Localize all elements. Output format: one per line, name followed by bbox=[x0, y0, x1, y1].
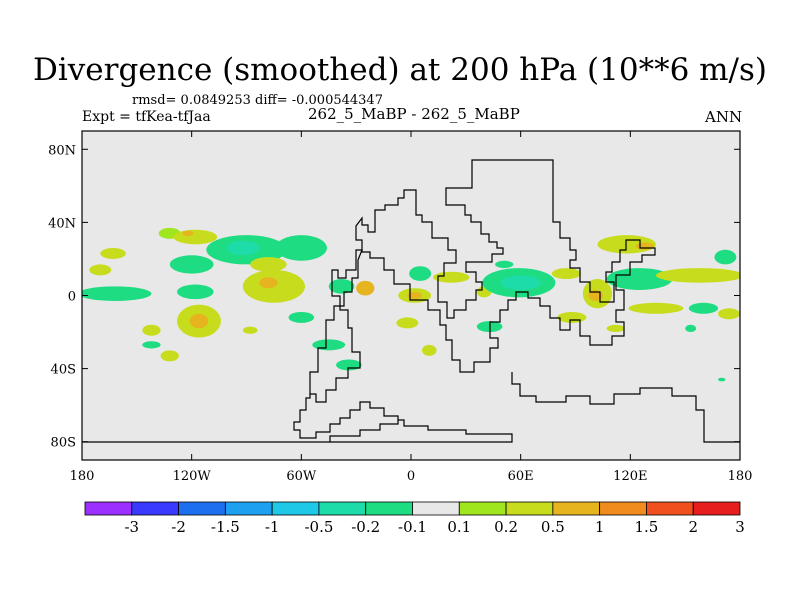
x-tick-label: 60E bbox=[508, 469, 534, 484]
colorbar-label: -1.5 bbox=[211, 518, 240, 536]
contour-region-29 bbox=[606, 268, 673, 291]
colorbar-label: 1 bbox=[595, 518, 605, 536]
x-tick-label: 120E bbox=[613, 469, 647, 484]
colorbar-label: 0.5 bbox=[541, 518, 565, 536]
contour-region-49 bbox=[606, 324, 625, 333]
contour-region-9 bbox=[250, 257, 287, 272]
contour-region-8 bbox=[169, 255, 214, 274]
colorbar-swatch bbox=[131, 501, 179, 516]
contour-region-15 bbox=[356, 280, 375, 296]
contour-region-50 bbox=[718, 377, 726, 382]
colorbar-label: -0.5 bbox=[304, 518, 333, 536]
contour-region-40 bbox=[160, 350, 179, 362]
contour-region-44 bbox=[336, 359, 362, 371]
contour-fill-layer bbox=[82, 227, 740, 382]
contour-region-10 bbox=[82, 286, 152, 301]
contour-region-43 bbox=[312, 339, 346, 351]
colorbar-label: 0.1 bbox=[447, 518, 471, 536]
experiment-label: Expt = tfKea-tfJaa bbox=[82, 109, 211, 125]
contour-region-48 bbox=[557, 311, 587, 323]
colorbar-swatch bbox=[505, 501, 554, 516]
colorbar-label: -0.2 bbox=[351, 518, 380, 536]
colorbar-label: 2 bbox=[688, 518, 698, 536]
contour-region-3 bbox=[182, 230, 194, 237]
colorbar-swatch bbox=[271, 501, 320, 516]
contour-region-7 bbox=[89, 264, 112, 276]
contour-region-32 bbox=[628, 302, 684, 314]
colorbar-swatch bbox=[224, 501, 273, 516]
stats-text: rmsd= 0.0849253 diff= -0.000544347 bbox=[132, 93, 383, 108]
x-tick-label: 180 bbox=[70, 469, 95, 484]
contour-region-18 bbox=[407, 291, 422, 300]
contour-region-13 bbox=[259, 277, 278, 289]
coastline-americas bbox=[309, 249, 363, 403]
colorbar-label: -1 bbox=[265, 518, 280, 536]
colorbar-label: 3 bbox=[735, 518, 745, 536]
contour-region-33 bbox=[688, 302, 719, 314]
colorbar-label: 0.2 bbox=[494, 518, 518, 536]
colorbar-swatch bbox=[599, 501, 647, 516]
contour-region-14 bbox=[328, 279, 355, 294]
contour-region-46 bbox=[421, 344, 437, 356]
y-tick-label: 80N bbox=[48, 143, 76, 158]
x-tick-label: 120W bbox=[173, 469, 212, 484]
colorbar-swatch bbox=[412, 501, 460, 516]
contour-region-23 bbox=[500, 275, 541, 291]
contour-region-0 bbox=[100, 247, 126, 259]
contour-region-42 bbox=[242, 326, 258, 334]
contour-region-38 bbox=[189, 313, 209, 329]
colorbar-swatch bbox=[552, 501, 601, 516]
x-tick-label: 180 bbox=[728, 469, 753, 484]
contour-region-11 bbox=[177, 284, 214, 300]
coastline-africa-eurasia bbox=[355, 159, 656, 373]
contour-region-35 bbox=[718, 308, 740, 320]
colorbar-swatch bbox=[318, 501, 367, 516]
coastline-antarctica-east bbox=[330, 419, 513, 443]
colorbar-label: -3 bbox=[124, 518, 139, 536]
y-tick-label: 40S bbox=[51, 363, 76, 378]
contour-region-34 bbox=[685, 324, 697, 333]
contour-region-2 bbox=[173, 229, 218, 245]
contour-region-45 bbox=[396, 317, 419, 329]
coastline-layer bbox=[82, 159, 740, 443]
y-tick-label: 80S bbox=[51, 436, 76, 451]
contour-region-26 bbox=[588, 290, 603, 301]
contour-region-16 bbox=[409, 266, 432, 281]
colorbar-swatch bbox=[365, 501, 413, 516]
contour-region-36 bbox=[142, 324, 161, 336]
y-tick-label: 40N bbox=[48, 216, 76, 231]
colorbar-swatch bbox=[178, 501, 226, 516]
colorbar-label: -2 bbox=[171, 518, 186, 536]
contour-region-19 bbox=[432, 271, 470, 283]
contour-region-5 bbox=[226, 240, 260, 256]
contour-region-31 bbox=[655, 268, 740, 283]
contour-region-6 bbox=[275, 235, 327, 261]
colorbar-swatch bbox=[692, 501, 741, 516]
x-tick-label: 0 bbox=[407, 469, 415, 484]
coastline-australia bbox=[511, 372, 740, 443]
coastline-antarctica bbox=[82, 394, 399, 443]
season-label: ANN bbox=[705, 108, 743, 126]
contour-region-21 bbox=[495, 260, 514, 269]
colorbar-swatch bbox=[646, 501, 694, 516]
colorbar-label: -0.1 bbox=[398, 518, 427, 536]
colorbar: -3 -2 -1.5 -1 -0.5 -0.2 -0.1 0.1 0.2 0.5 1 1.5 2 3 bbox=[84, 501, 745, 536]
contour-region-39 bbox=[142, 341, 161, 349]
case-label: 262_5_MaBP - 262_5_MaBP bbox=[308, 105, 520, 123]
contour-region-41 bbox=[288, 311, 315, 323]
contour-region-28 bbox=[635, 242, 655, 250]
tick-layer: 180 120W 60W 0 60E 120E 180 80N 40N 0 40S 80S bbox=[48, 131, 752, 484]
chart-title: Divergence (smoothed) at 200 hPa (10**6 … bbox=[33, 52, 767, 88]
y-tick-label: 0 bbox=[68, 290, 76, 305]
contour-region-24 bbox=[551, 268, 581, 280]
contour-region-30 bbox=[714, 249, 737, 265]
x-tick-label: 60W bbox=[286, 469, 317, 484]
colorbar-label: 1.5 bbox=[634, 518, 658, 536]
colorbar-swatch bbox=[458, 501, 507, 516]
colorbar-swatch bbox=[84, 501, 133, 516]
